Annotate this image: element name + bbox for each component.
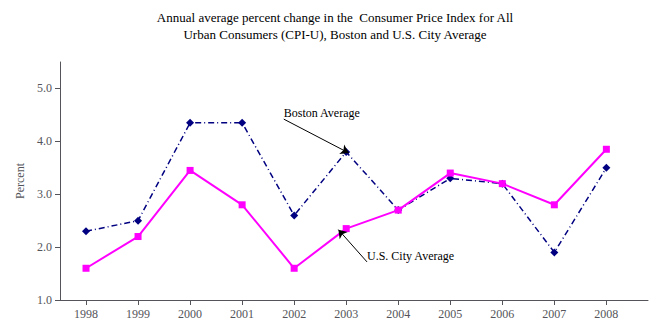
svg-text:2004: 2004 (386, 307, 410, 321)
svg-text:2003: 2003 (334, 307, 358, 321)
svg-text:2005: 2005 (438, 307, 462, 321)
svg-text:Urban Consumers (CPI-U), Bosto: Urban Consumers (CPI-U), Boston and U.S.… (183, 27, 486, 42)
svg-text:1998: 1998 (74, 307, 98, 321)
svg-text:2002: 2002 (282, 307, 306, 321)
svg-text:5.0: 5.0 (37, 81, 52, 95)
svg-text:2006: 2006 (490, 307, 514, 321)
svg-text:Annual average percent change: Annual average percent change in the Con… (157, 10, 514, 25)
svg-text:1.0: 1.0 (37, 293, 52, 307)
svg-text:2001: 2001 (230, 307, 254, 321)
svg-text:Boston Average: Boston Average (284, 106, 360, 120)
svg-text:1999: 1999 (126, 307, 150, 321)
svg-text:U.S. City Average: U.S. City Average (367, 249, 454, 263)
svg-text:3.0: 3.0 (37, 187, 52, 201)
svg-text:2008: 2008 (594, 307, 618, 321)
svg-text:4.0: 4.0 (37, 134, 52, 148)
svg-text:2007: 2007 (542, 307, 566, 321)
svg-text:2000: 2000 (178, 307, 202, 321)
svg-text:2.0: 2.0 (37, 240, 52, 254)
svg-text:Percent: Percent (13, 162, 27, 199)
